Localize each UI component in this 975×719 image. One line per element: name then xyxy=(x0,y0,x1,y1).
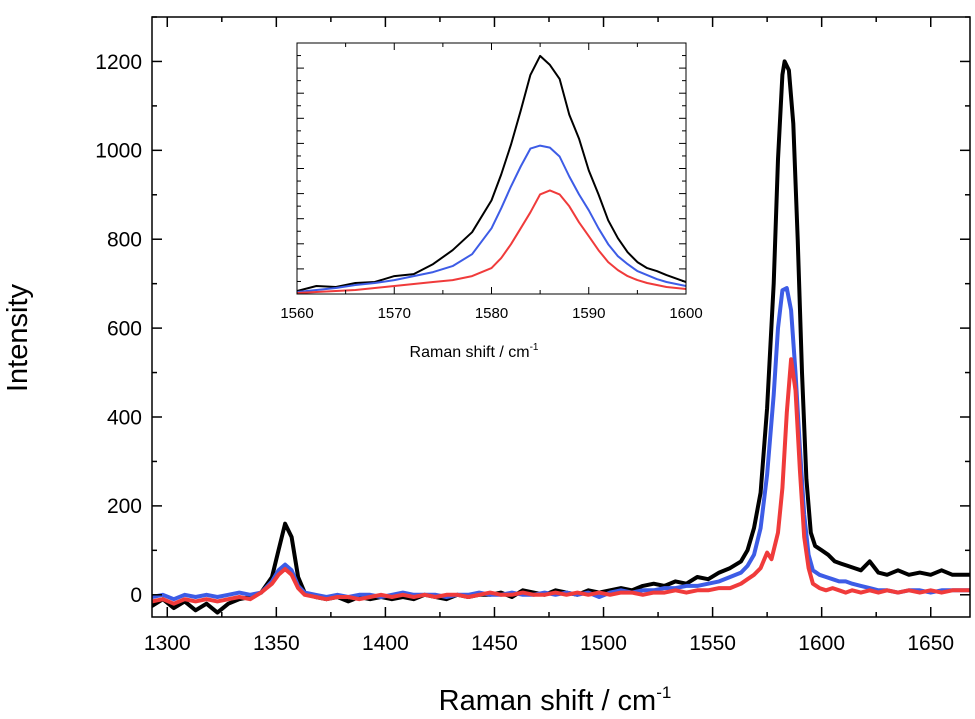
main-x-tick-label: 1300 xyxy=(144,632,191,655)
main-x-tick-label: 1350 xyxy=(253,632,300,655)
inset-background xyxy=(297,43,686,294)
inset-series-line-2 xyxy=(297,189,686,294)
main-plot-series xyxy=(152,59,970,615)
inset-x-axis-label: Raman shift / cm-1 xyxy=(410,342,539,361)
main-y-tick-label: 1200 xyxy=(95,51,142,74)
inset-tick-labels: 1560 1570 1580 1590 1600 xyxy=(280,305,702,322)
main-y-tick-label: 200 xyxy=(107,495,142,518)
inset-x-tick-label: 1580 xyxy=(475,305,508,322)
main-x-tick-label: 1600 xyxy=(798,632,845,655)
inset-plot-series xyxy=(297,54,686,294)
inset-x-tick-label: 1560 xyxy=(280,305,313,322)
inset-x-tick-label: 1590 xyxy=(572,305,605,322)
main-series-line-2 xyxy=(152,357,970,606)
main-y-tick-label: 1000 xyxy=(95,140,142,163)
main-y-tick-label: 400 xyxy=(107,406,142,429)
main-x-tick-label: 1450 xyxy=(471,632,518,655)
main-y-axis-label: Intensity xyxy=(2,284,34,392)
main-y-tick-label: 0 xyxy=(130,584,142,607)
main-y-tick-label: 800 xyxy=(107,229,142,252)
inset-axis-ticks xyxy=(296,42,687,295)
inset-series-line-1 xyxy=(297,144,686,293)
main-axis-ticks xyxy=(152,16,970,617)
main-tick-labels: 1300 1350 1400 1450 1500 1550 1600 1650 0 200 400 6… xyxy=(95,51,954,655)
main-x-tick-label: 1650 xyxy=(907,632,954,655)
main-series-line-0 xyxy=(152,59,970,615)
main-x-axis-label: Raman shift / cm-1 xyxy=(439,683,672,717)
main-x-tick-label: 1400 xyxy=(362,632,409,655)
inset-series-line-0 xyxy=(297,54,686,292)
inset-x-tick-label: 1600 xyxy=(669,305,702,322)
inset-x-tick-label: 1570 xyxy=(378,305,411,322)
main-y-tick-label: 600 xyxy=(107,317,142,340)
main-x-tick-label: 1500 xyxy=(580,632,627,655)
main-x-tick-label: 1550 xyxy=(689,632,736,655)
main-plot-frame xyxy=(151,16,971,618)
main-series-line-1 xyxy=(152,286,970,602)
